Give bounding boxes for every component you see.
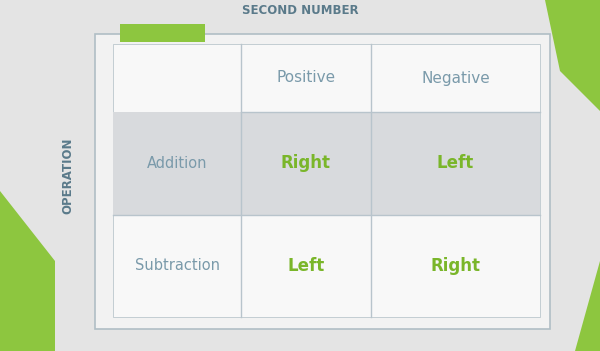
Text: Left: Left bbox=[287, 257, 325, 275]
Text: Positive: Positive bbox=[277, 71, 335, 86]
Polygon shape bbox=[545, 0, 600, 111]
Text: Right: Right bbox=[281, 154, 331, 172]
Text: Addition: Addition bbox=[147, 156, 207, 171]
Bar bbox=[113, 44, 540, 317]
Text: Right: Right bbox=[431, 257, 481, 275]
Polygon shape bbox=[575, 261, 600, 351]
Bar bbox=[120, 24, 205, 42]
Text: SECOND NUMBER: SECOND NUMBER bbox=[242, 5, 358, 18]
Polygon shape bbox=[0, 191, 55, 351]
Text: Left: Left bbox=[437, 154, 474, 172]
Bar bbox=[95, 34, 550, 329]
Text: OPERATION: OPERATION bbox=[62, 138, 74, 214]
Text: Negative: Negative bbox=[421, 71, 490, 86]
Bar bbox=[113, 112, 540, 214]
Text: Subtraction: Subtraction bbox=[134, 258, 220, 273]
